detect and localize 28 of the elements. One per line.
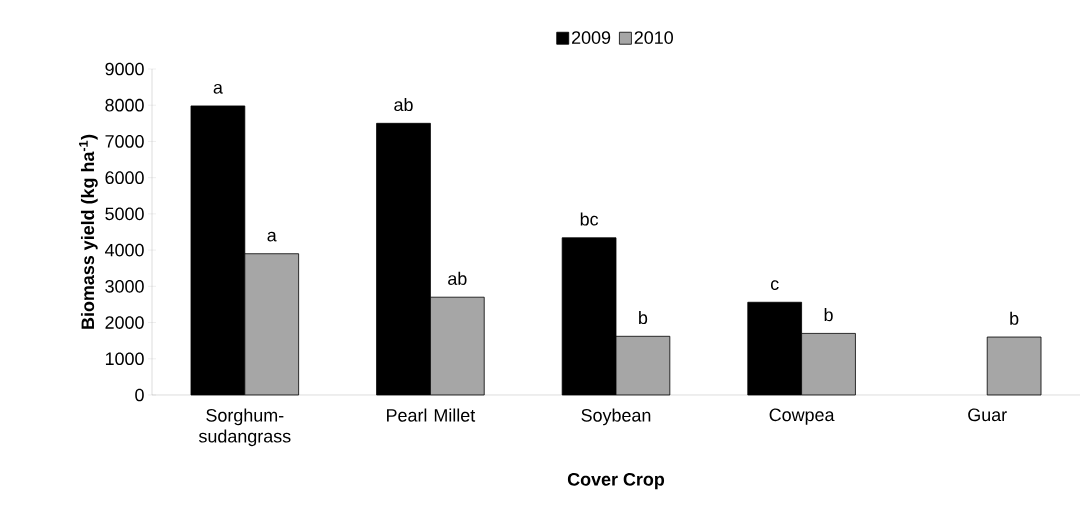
- y-tick-label: 2000: [105, 316, 144, 329]
- x-tick-label: Pearl Millet: [387, 408, 476, 422]
- y-tick-label: 4000: [105, 243, 144, 257]
- annotation: b: [824, 308, 833, 322]
- annotation: a: [267, 231, 277, 242]
- annotation: a: [213, 83, 223, 94]
- y-tick-label: 3000: [105, 279, 144, 293]
- x-tick-label: Sorghum-sudangrass: [198, 408, 291, 447]
- y-tick-label: 6000: [105, 171, 144, 184]
- annotation: bc: [580, 212, 599, 226]
- y-tick-label: 7000: [105, 135, 144, 148]
- legend-label: 2010: [634, 31, 673, 44]
- x-tick-label: Cowpea: [769, 408, 835, 425]
- x-axis-title: Cover Crop: [567, 472, 665, 490]
- y-tick-label: 8000: [105, 98, 144, 112]
- x-tick-label: Guar: [968, 408, 1007, 422]
- annotation: b: [639, 310, 648, 325]
- y-tick-label: 5000: [105, 207, 144, 221]
- legend-label: 2009: [572, 31, 611, 44]
- y-tick-label: 9000: [105, 62, 144, 76]
- annotation: b: [1010, 311, 1019, 325]
- y-tick-label: 0: [135, 388, 144, 402]
- annotation: c: [770, 280, 779, 291]
- y-axis-title: Biomass yield (kg ha$^{-1}$): [79, 134, 98, 329]
- annotation: ab: [394, 97, 413, 112]
- y-tick-label: 1000: [105, 352, 144, 366]
- annotation: ab: [448, 271, 467, 285]
- x-tick-label: Soybean: [581, 408, 651, 426]
